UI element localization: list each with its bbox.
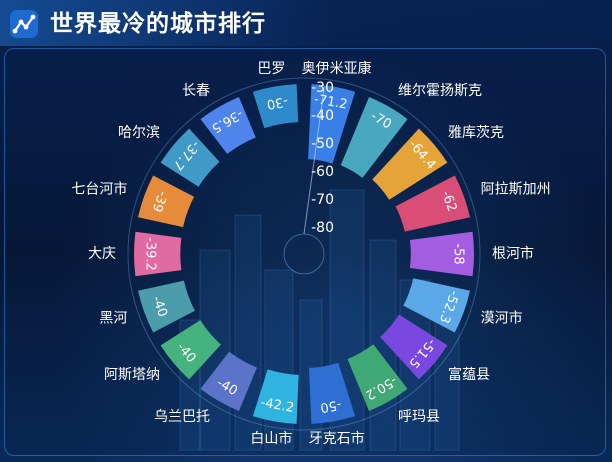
bar-segment[interactable] [340, 96, 408, 178]
category-label: 大庆 [88, 246, 116, 262]
bar-segment[interactable] [308, 84, 356, 164]
bar-segment[interactable] [134, 231, 182, 277]
bar-value-label: -30 [265, 93, 289, 111]
radial-tick-label: -30 [311, 80, 334, 96]
bar-segment[interactable] [252, 84, 299, 129]
category-label: 根河市 [492, 245, 534, 262]
bar-value-label: -50 [319, 396, 343, 414]
bar-segment[interactable] [138, 280, 195, 333]
bar-value-label: -39.2 [143, 237, 158, 271]
outer-ring [127, 77, 481, 431]
bar-segment[interactable] [409, 231, 474, 277]
radial-axis-line [303, 88, 325, 235]
category-label: 牙克石市 [309, 430, 365, 447]
bar-value-label: -62 [438, 189, 459, 214]
category-label: 黑河 [99, 310, 127, 326]
bar-segment[interactable] [403, 278, 470, 333]
category-label: 巴罗 [257, 61, 285, 77]
bar-segment[interactable] [308, 362, 356, 424]
bar-segment[interactable] [160, 128, 220, 187]
inner-ring [283, 233, 325, 275]
radial-tick-label: -50 [311, 136, 334, 152]
category-label: 哈尔滨 [118, 125, 160, 141]
category-label: 维尔霍扬斯克 [398, 83, 482, 99]
bar-segment[interactable] [200, 96, 256, 154]
category-label: 雅库茨克 [448, 125, 504, 141]
radial-tick-label: -80 [311, 220, 334, 236]
bar-value-label: -40 [149, 294, 170, 319]
category-label: 奥伊米亚康 [302, 60, 372, 77]
bar-value-label: -39 [149, 189, 170, 214]
radial-tick-label: -70 [311, 192, 334, 208]
category-label: 白山市 [250, 430, 292, 447]
category-label: 富蕴县 [448, 366, 490, 383]
category-label: 乌兰巴托 [154, 409, 210, 425]
bar-segment[interactable] [200, 351, 257, 412]
bar-value-label: -58 [451, 243, 466, 264]
bar-segment[interactable] [252, 369, 299, 424]
bar-value-label: -42.2 [259, 395, 295, 416]
bar-segment[interactable] [160, 320, 221, 380]
bar-segment[interactable] [372, 128, 448, 200]
category-label: 七台河市 [71, 181, 127, 198]
category-label: 漠河市 [481, 309, 523, 326]
bar-segment[interactable] [138, 175, 195, 228]
category-label: 长春 [182, 83, 210, 99]
radial-tick-label: -40 [311, 108, 334, 124]
radial-tick-label: -60 [311, 164, 334, 180]
bar-segment[interactable] [395, 175, 470, 232]
page-title: 世界最冷的城市排行 [50, 11, 266, 37]
bar-segment[interactable] [347, 344, 408, 412]
bar-segment[interactable] [380, 314, 448, 380]
category-label: 阿拉斯加州 [481, 182, 551, 198]
chart-line-icon [10, 10, 38, 38]
chart-panel [4, 48, 606, 456]
category-label: 阿斯塔纳 [104, 367, 160, 383]
category-label: 呼玛县 [398, 409, 440, 425]
header-bar: 世界最冷的城市排行 [0, 0, 612, 46]
